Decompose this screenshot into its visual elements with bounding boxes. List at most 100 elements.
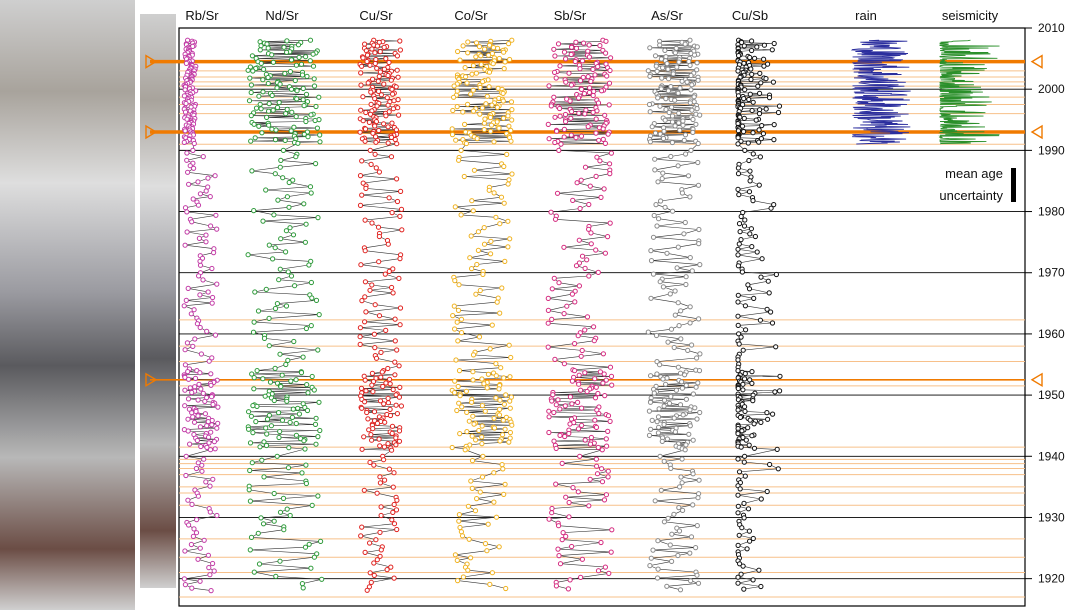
data-point bbox=[182, 205, 189, 211]
data-point bbox=[655, 95, 661, 101]
data-point bbox=[739, 123, 746, 129]
data-point bbox=[488, 122, 495, 128]
data-point bbox=[285, 357, 291, 363]
data-point bbox=[735, 292, 741, 298]
data-point bbox=[658, 198, 664, 204]
data-point bbox=[491, 425, 498, 431]
data-point bbox=[283, 249, 289, 255]
data-point bbox=[379, 369, 385, 375]
data-point bbox=[266, 315, 272, 321]
data-point bbox=[469, 458, 476, 464]
data-point bbox=[608, 150, 615, 156]
data-point bbox=[768, 205, 774, 211]
data-point bbox=[284, 38, 290, 44]
data-point bbox=[205, 419, 211, 425]
plot-frame bbox=[178, 27, 1026, 607]
data-point bbox=[208, 371, 214, 377]
data-point bbox=[735, 580, 741, 586]
data-point bbox=[695, 140, 701, 147]
data-point bbox=[741, 60, 747, 66]
data-point bbox=[552, 216, 559, 222]
data-point bbox=[697, 409, 703, 416]
data-point bbox=[396, 112, 402, 118]
data-point bbox=[567, 421, 573, 427]
data-point bbox=[385, 395, 391, 401]
data-point bbox=[272, 245, 278, 251]
data-point bbox=[676, 505, 682, 511]
data-point bbox=[497, 310, 503, 316]
data-point bbox=[286, 179, 292, 186]
data-point bbox=[684, 79, 690, 85]
data-point bbox=[393, 435, 399, 441]
data-point bbox=[735, 542, 741, 549]
data-point bbox=[735, 456, 741, 462]
data-point bbox=[381, 44, 387, 51]
data-point bbox=[743, 327, 749, 333]
data-point bbox=[396, 363, 402, 369]
data-point bbox=[576, 95, 582, 101]
data-point bbox=[660, 376, 666, 382]
data-point bbox=[577, 66, 583, 72]
data-point bbox=[191, 419, 198, 425]
data-point bbox=[501, 163, 507, 170]
data-point bbox=[248, 113, 254, 119]
data-point bbox=[456, 400, 462, 406]
data-point bbox=[378, 547, 384, 553]
data-point bbox=[462, 65, 468, 71]
data-point bbox=[735, 510, 741, 516]
data-point bbox=[654, 575, 661, 581]
column-title-rb-sr: Rb/Sr bbox=[185, 8, 219, 23]
data-point bbox=[766, 95, 773, 101]
data-point bbox=[396, 438, 403, 444]
data-point bbox=[487, 581, 493, 588]
data-point bbox=[399, 227, 405, 233]
data-point bbox=[594, 154, 600, 160]
data-point bbox=[736, 53, 742, 59]
data-point bbox=[252, 135, 258, 141]
data-point bbox=[747, 417, 753, 423]
data-point bbox=[565, 586, 572, 592]
data-point bbox=[769, 47, 775, 53]
data-point bbox=[261, 66, 267, 73]
data-point bbox=[473, 291, 479, 297]
data-point bbox=[687, 255, 693, 261]
data-point bbox=[660, 65, 666, 71]
data-point bbox=[484, 385, 490, 391]
data-point bbox=[485, 521, 491, 527]
data-point bbox=[744, 546, 750, 552]
data-point bbox=[600, 351, 607, 357]
data-point bbox=[383, 327, 389, 333]
data-point bbox=[273, 127, 279, 133]
data-point bbox=[389, 210, 395, 216]
data-point bbox=[272, 305, 279, 312]
data-point bbox=[474, 261, 480, 268]
data-point bbox=[257, 444, 263, 450]
data-point bbox=[271, 397, 277, 404]
data-point bbox=[203, 479, 209, 485]
data-point bbox=[495, 45, 501, 51]
data-point bbox=[694, 355, 700, 361]
data-point bbox=[455, 307, 462, 313]
data-point bbox=[385, 400, 391, 406]
data-point bbox=[602, 393, 608, 399]
data-point bbox=[364, 52, 371, 58]
data-point bbox=[299, 72, 306, 78]
data-point bbox=[567, 394, 574, 400]
data-point bbox=[548, 209, 554, 215]
data-point bbox=[496, 412, 503, 418]
data-point bbox=[741, 115, 747, 122]
data-point bbox=[390, 290, 396, 296]
data-point bbox=[196, 273, 202, 279]
data-point bbox=[691, 52, 698, 58]
data-point bbox=[502, 481, 508, 487]
data-point bbox=[500, 432, 506, 438]
data-point bbox=[650, 271, 657, 277]
data-point bbox=[292, 283, 298, 289]
data-point bbox=[553, 402, 559, 408]
data-point bbox=[602, 564, 609, 570]
data-point bbox=[605, 131, 611, 137]
data-point bbox=[742, 87, 748, 93]
data-point bbox=[210, 294, 216, 301]
data-point bbox=[675, 163, 681, 169]
data-point bbox=[549, 505, 555, 512]
